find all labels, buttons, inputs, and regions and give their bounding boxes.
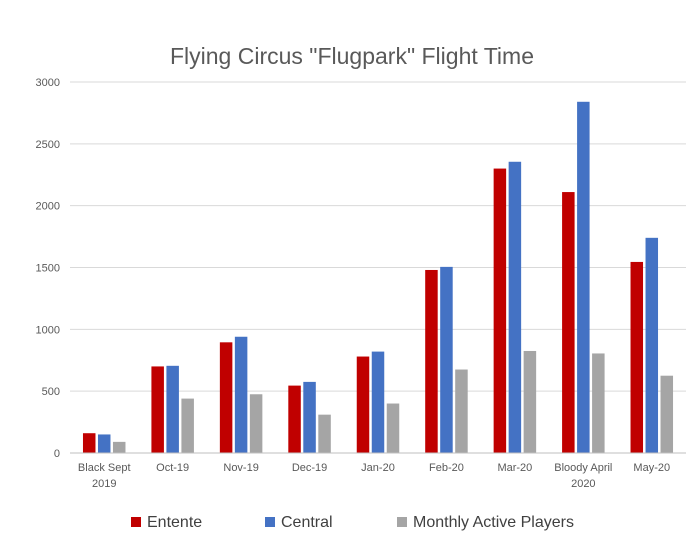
bar-central bbox=[166, 365, 179, 453]
bar-entente bbox=[493, 168, 507, 454]
bar-monthly-active-players bbox=[523, 350, 537, 453]
y-tick-label: 1000 bbox=[36, 324, 60, 336]
y-tick-label: 2500 bbox=[36, 139, 60, 151]
bar-central bbox=[645, 237, 659, 453]
bar-central bbox=[371, 351, 385, 453]
y-tick-label: 0 bbox=[54, 448, 60, 460]
bar-central bbox=[508, 161, 522, 453]
bar-entente bbox=[151, 366, 164, 453]
bar-entente bbox=[356, 356, 370, 453]
gridlines bbox=[70, 81, 686, 392]
bar-monthly-active-players bbox=[112, 441, 126, 453]
bar-central bbox=[577, 101, 590, 453]
x-tick-label: Jan-20 bbox=[361, 462, 395, 474]
y-tick-label: 3000 bbox=[36, 77, 60, 89]
bar-entente bbox=[82, 433, 96, 453]
x-tick-label: Nov-19 bbox=[223, 462, 258, 474]
y-tick-label: 2000 bbox=[36, 201, 60, 213]
bar-entente bbox=[288, 385, 301, 453]
bar-monthly-active-players bbox=[181, 398, 194, 453]
x-tick-label: Bloody April 2020 bbox=[554, 462, 612, 490]
bars bbox=[82, 101, 674, 454]
legend-label: Entente bbox=[147, 514, 202, 531]
bar-central bbox=[303, 381, 316, 453]
bar-entente bbox=[425, 269, 438, 453]
legend-label: Central bbox=[281, 514, 333, 531]
legend-label: Monthly Active Players bbox=[413, 514, 574, 531]
x-axis-ticks: Black Sept 2019 Oct-19 Nov-19 Dec-19 Jan-20 Fe… bbox=[78, 462, 670, 490]
x-tick-label: Mar-20 bbox=[497, 462, 532, 474]
legend: Entente Central Monthly Active Players bbox=[131, 514, 574, 531]
chart-title: Flying Circus "Flugpark" Flight Time bbox=[170, 43, 534, 69]
bar-central bbox=[234, 336, 248, 453]
x-tick-label: Dec-19 bbox=[292, 462, 327, 474]
bar-central bbox=[440, 266, 453, 453]
bar-entente bbox=[630, 261, 644, 453]
x-tick-label: Oct-19 bbox=[156, 462, 189, 474]
x-tick-label: May-20 bbox=[633, 462, 670, 474]
legend-swatch bbox=[131, 517, 141, 527]
legend-swatch bbox=[265, 517, 275, 527]
x-tick-label: Feb-20 bbox=[429, 462, 464, 474]
legend-swatch bbox=[397, 517, 407, 527]
y-tick-label: 1500 bbox=[36, 263, 60, 275]
y-tick-label: 500 bbox=[42, 386, 60, 398]
y-axis-ticks: 0 500 1000 1500 2000 2500 3000 bbox=[36, 77, 60, 460]
bar-monthly-active-players bbox=[660, 375, 674, 453]
bar-monthly-active-players bbox=[386, 403, 400, 453]
bar-monthly-active-players bbox=[592, 353, 605, 453]
bar-entente bbox=[219, 342, 233, 453]
bar-monthly-active-players bbox=[249, 394, 263, 453]
bar-entente bbox=[562, 192, 575, 453]
x-tick-label: Black Sept 2019 bbox=[78, 462, 131, 490]
bar-central bbox=[97, 434, 111, 453]
bar-monthly-active-players bbox=[455, 369, 468, 453]
bar-monthly-active-players bbox=[318, 414, 331, 453]
